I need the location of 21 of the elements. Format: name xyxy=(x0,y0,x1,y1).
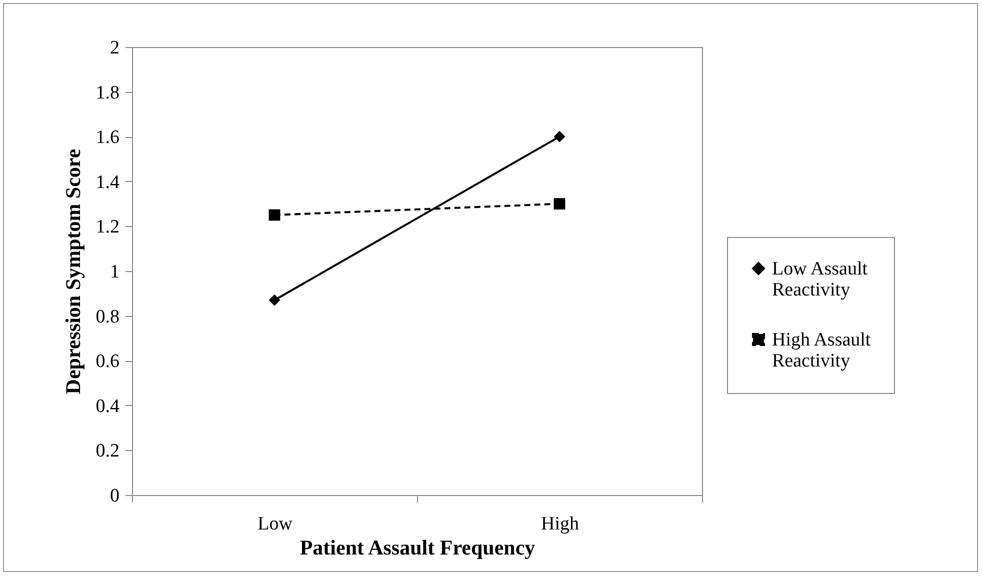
point xyxy=(268,209,280,221)
y-tick-label: 0.6 xyxy=(96,351,120,372)
y-tick-label: 1.4 xyxy=(96,172,120,193)
y-axis-title: Depression Symptom Score xyxy=(60,148,85,394)
x-tick-label: High xyxy=(541,514,580,534)
y-tick-label: 2 xyxy=(110,38,120,58)
legend-label: Low Assault Reactivity xyxy=(772,258,868,300)
y-tick-label: 0.4 xyxy=(96,396,120,417)
y-tick-label: 0.8 xyxy=(96,306,120,328)
point xyxy=(268,294,280,306)
point xyxy=(554,130,566,142)
y-tick-label: 0 xyxy=(110,486,120,506)
y-tick-label: 1.8 xyxy=(96,82,120,104)
y-tick-label: 1.6 xyxy=(96,127,120,148)
legend-label: High Assault Reactivity xyxy=(772,330,872,372)
y-tick-label: 1.2 xyxy=(96,216,120,238)
x-tick-label: Low xyxy=(258,514,293,534)
point xyxy=(554,198,566,210)
y-tick-label: 0.2 xyxy=(96,440,120,462)
x-axis-title: Patient Assault Frequency xyxy=(300,536,536,560)
y-tick-label: 1 xyxy=(110,262,120,282)
